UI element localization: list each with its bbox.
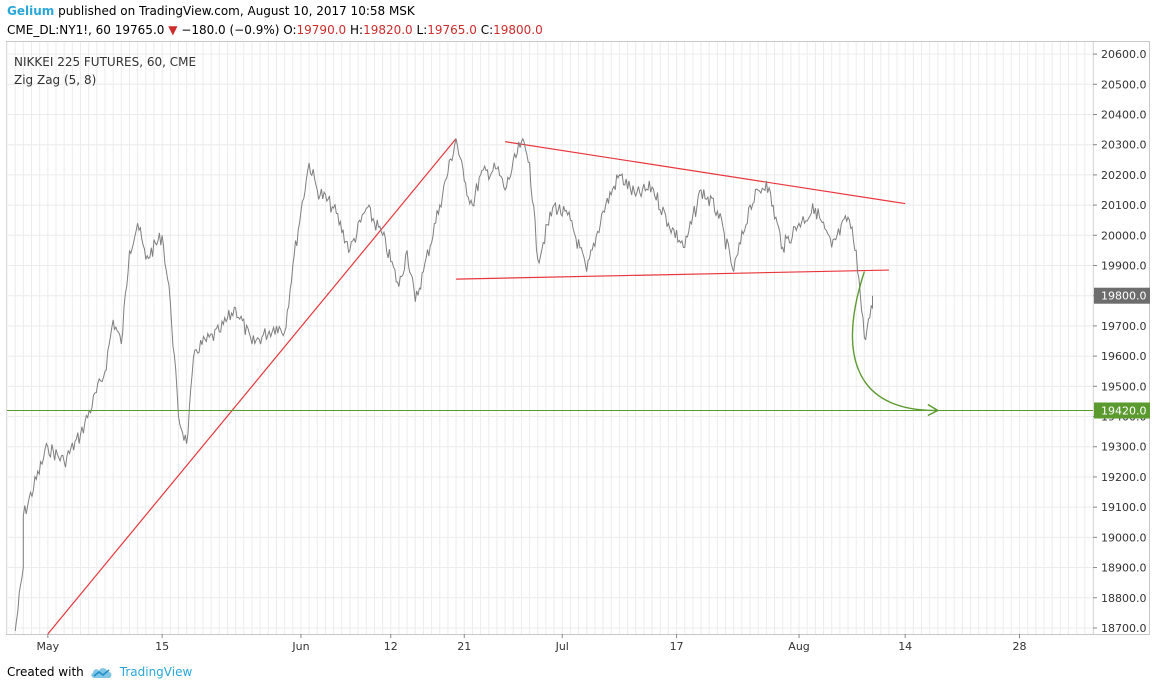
price-axis[interactable]	[1094, 41, 1150, 635]
chart-legend: NIKKEI 225 FUTURES, 60, CME Zig Zag (5, …	[14, 53, 196, 89]
high-label: H:	[349, 23, 364, 37]
y-tick-label: 19200.0	[1101, 471, 1147, 484]
target-price-badge: 19420.0	[1101, 404, 1147, 417]
x-tick-label: Jul	[555, 640, 569, 653]
open-value: 19790.0	[296, 23, 347, 37]
x-tick-label: 28	[1013, 640, 1027, 653]
y-tick-label: 19100.0	[1101, 501, 1147, 514]
tradingview-brand[interactable]: TradingView	[119, 665, 193, 679]
x-tick-label: 12	[384, 640, 398, 653]
author-name[interactable]: Gelium	[7, 4, 55, 18]
high-value: 19820.0	[363, 23, 413, 37]
published-text: published on TradingView.com, August 10,…	[54, 4, 415, 18]
x-tick-label: 21	[457, 640, 471, 653]
y-tick-label: 19700.0	[1101, 320, 1147, 333]
rising-support-line	[47, 138, 457, 635]
y-tick-label: 20500.0	[1101, 78, 1147, 91]
upper-triangle-line	[504, 141, 906, 205]
price-change: −180.0 (−0.9%)	[181, 23, 280, 37]
price-series	[14, 137, 873, 632]
y-tick-label: 20000.0	[1101, 229, 1147, 242]
projection-arrow	[851, 271, 938, 412]
y-tick-label: 18700.0	[1101, 622, 1147, 635]
symbol-label[interactable]: CME_DL:NY1!, 60	[7, 23, 111, 37]
low-value: 19765.0	[427, 23, 477, 37]
open-label: O:	[283, 23, 297, 37]
y-tick-label: 19900.0	[1101, 260, 1147, 273]
change-down-icon: ▼	[168, 23, 178, 37]
last-price: 19765.0	[114, 23, 165, 37]
last-price-badge: 19800.0	[1101, 290, 1147, 303]
x-tick-label: May	[36, 640, 59, 653]
y-tick-label: 19000.0	[1101, 531, 1147, 544]
x-tick-label: 15	[155, 640, 169, 653]
chart-title[interactable]: NIKKEI 225 FUTURES, 60, CME	[14, 55, 197, 69]
target-level	[7, 271, 1093, 417]
y-tick-label: 18900.0	[1101, 562, 1147, 575]
symbol-info-bar: CME_DL:NY1!, 60 19765.0 ▼ −180.0 (−0.9%)…	[7, 22, 543, 38]
y-axis-ticks: 18700.0 18800.0 18900.0 19000.0 19100.0 19200…	[1093, 48, 1147, 635]
grid	[6, 42, 1094, 634]
created-with-text: Created with	[7, 665, 84, 679]
publish-info: Gelium published on TradingView.com, Aug…	[7, 3, 415, 19]
price-line	[14, 137, 873, 632]
x-tick-label: 14	[898, 640, 912, 653]
price-badges: 19800.0 19420.0	[1094, 287, 1150, 419]
close-label: C:	[480, 23, 494, 37]
x-tick-label: Aug	[788, 640, 809, 653]
arrow-head-icon	[927, 403, 940, 417]
y-tick-label: 19300.0	[1101, 441, 1147, 454]
y-tick-label: 18800.0	[1101, 592, 1147, 605]
indicator-label[interactable]: Zig Zag (5, 8)	[14, 73, 97, 87]
y-tick-label: 20200.0	[1101, 169, 1147, 182]
x-tick-label: Jun	[291, 640, 309, 653]
target-price-badge-bg	[1094, 402, 1150, 419]
y-tick-label: 20400.0	[1101, 108, 1147, 121]
lower-triangle-line	[456, 269, 889, 280]
footer: Created with TradingView	[7, 665, 192, 679]
x-axis-ticks: May 15 Jun 12 21 Jul 17 Aug 14 28	[36, 634, 1027, 653]
last-price-badge-bg	[1094, 287, 1150, 304]
low-label: L:	[416, 23, 428, 37]
y-tick-label: 20600.0	[1101, 48, 1147, 61]
close-value: 19800.0	[493, 23, 543, 37]
y-tick-label: 20300.0	[1101, 139, 1147, 152]
y-tick-label: 19600.0	[1101, 350, 1147, 363]
x-tick-label: 17	[670, 640, 684, 653]
y-tick-label: 20100.0	[1101, 199, 1147, 212]
y-tick-label: 19500.0	[1101, 380, 1147, 393]
trend-lines	[47, 138, 906, 635]
tradingview-cloud-icon[interactable]	[90, 665, 114, 679]
